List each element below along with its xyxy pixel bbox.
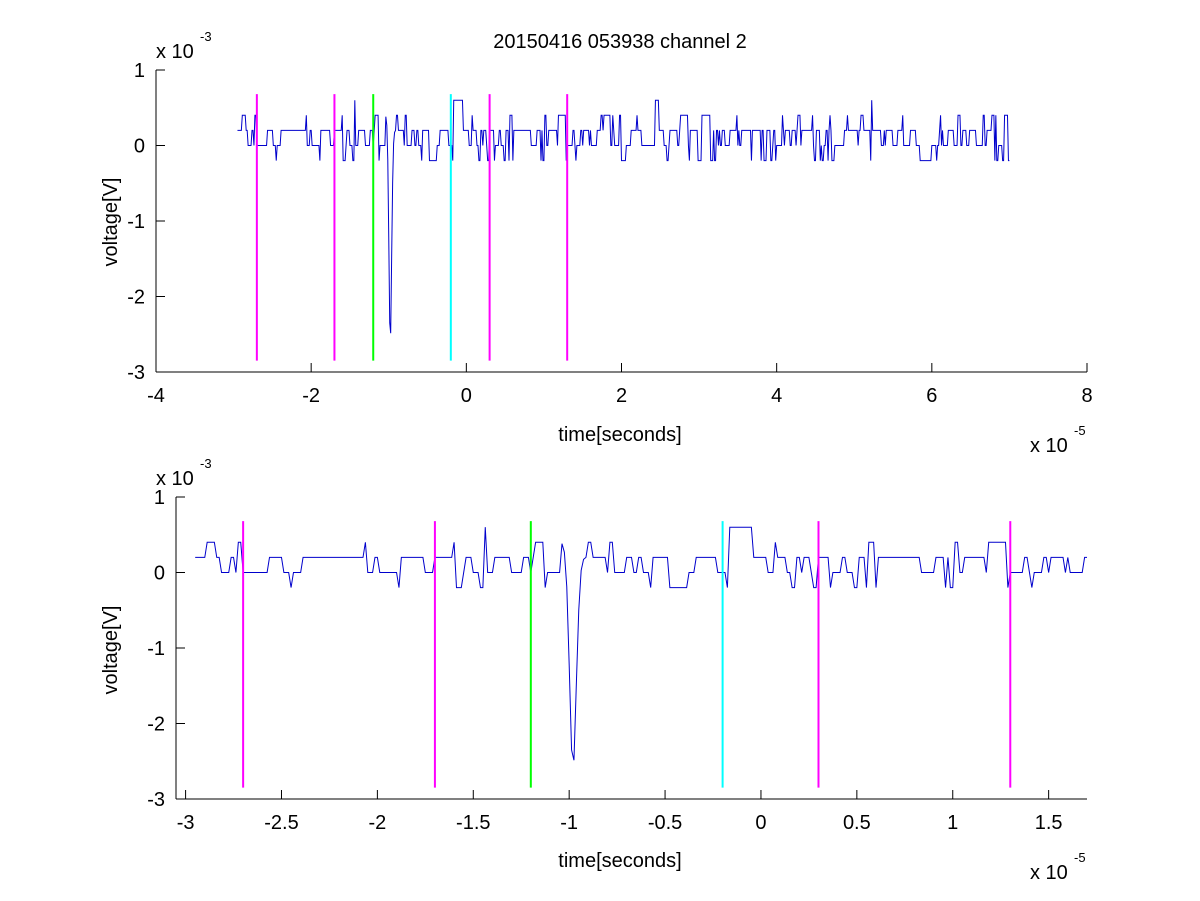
top-x-tick-label-5: 6: [926, 385, 937, 407]
top-x-axis-label: time[seconds]: [558, 424, 681, 446]
bottom-x-tick-label-1: -2.5: [264, 812, 298, 834]
bottom-x-tick-label-2: -2: [368, 812, 386, 834]
bottom-y-tick-label-1: -2: [147, 714, 165, 736]
top-x-tick-label-1: -2: [302, 385, 320, 407]
svg-text:x 10: x 10: [156, 41, 194, 63]
top-y-multiplier: x 10 -3: [156, 29, 212, 63]
bottom-x-tick-label-0: -3: [177, 812, 195, 834]
bottom-x-tick-label-3: -1.5: [456, 812, 490, 834]
bottom-y-multiplier: x 10 -3: [156, 456, 212, 490]
top-y-tick-label-1: -2: [127, 287, 145, 309]
bottom-plot-area: -3 -2.5 -2 -1.5 -1 -0.5 0 0.5 1 1.5 -3 -2 -1 0 1: [147, 487, 1087, 834]
top-axes: -4 -2 0 2 4 6 8 -3 -2 -1 0 1 x 10 -3 x 10 -5 time[s…: [100, 29, 1093, 457]
top-y-multiplier-base: x 10: [156, 41, 194, 63]
top-x-tick-label-0: -4: [147, 385, 165, 407]
bottom-x-multiplier-exp: -5: [1074, 850, 1086, 865]
bottom-x-tick-label-5: -0.5: [648, 812, 682, 834]
bottom-x-tick-label-8: 1: [947, 812, 958, 834]
bottom-x-tick-label-6: 0: [755, 812, 766, 834]
figure-title: 20150416 053938 channel 2: [493, 31, 747, 53]
bottom-y-tick-label-4: 1: [154, 487, 165, 509]
bottom-y-tick-label-0: -3: [147, 789, 165, 811]
bottom-x-multiplier-base: x 10: [1030, 862, 1068, 884]
bottom-x-multiplier: x 10 -5: [1030, 850, 1086, 884]
top-y-tick-label-3: 0: [134, 136, 145, 158]
top-y-tick-label-0: -3: [127, 362, 145, 384]
bottom-axes: -3 -2.5 -2 -1.5 -1 -0.5 0 0.5 1 1.5 -3 -2 -1 0 1 x 10 …: [100, 456, 1087, 884]
top-y-multiplier-exp: -3: [200, 29, 212, 44]
bottom-y-tick-label-2: -1: [147, 638, 165, 660]
bottom-y-multiplier-base: x 10: [156, 468, 194, 490]
bottom-series-line-0: [195, 526, 1087, 761]
top-x-multiplier-base: x 10: [1030, 435, 1068, 457]
bottom-x-tick-label-7: 0.5: [843, 812, 871, 834]
top-y-axis-label: voltage[V]: [100, 178, 122, 267]
top-x-tick-label-3: 2: [616, 385, 627, 407]
top-y-tick-label-2: -1: [127, 211, 145, 233]
bottom-y-axis-label: voltage[V]: [100, 606, 122, 695]
top-series-line-0: [237, 99, 1010, 334]
bottom-x-axis-label: time[seconds]: [558, 850, 681, 872]
bottom-x-tick-label-4: -1: [560, 812, 578, 834]
bottom-y-tick-label-3: 0: [154, 563, 165, 585]
top-x-tick-label-6: 8: [1081, 385, 1092, 407]
top-x-tick-label-2: 0: [461, 385, 472, 407]
top-y-tick-label-4: 1: [134, 60, 145, 82]
top-x-multiplier: x 10 -5: [1030, 423, 1086, 457]
top-x-multiplier-exp: -5: [1074, 423, 1086, 438]
top-x-tick-label-4: 4: [771, 385, 782, 407]
bottom-x-tick-label-9: 1.5: [1035, 812, 1063, 834]
top-plot-area: -4 -2 0 2 4 6 8 -3 -2 -1 0 1: [127, 60, 1092, 407]
bottom-y-multiplier-exp: -3: [200, 456, 212, 471]
